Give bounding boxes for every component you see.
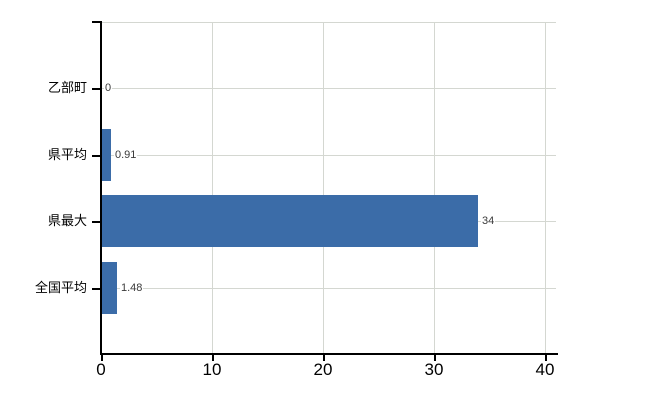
value-label: 0.91 [114, 149, 138, 161]
bar [101, 129, 111, 181]
bar [101, 262, 117, 314]
x-tick-label: 20 [313, 360, 333, 379]
x-axis-tick [212, 355, 214, 361]
y-axis-category-tick [92, 221, 100, 223]
y-axis-category-tick [92, 88, 100, 90]
x-axis-tick [545, 355, 547, 361]
category-label: 全国平均 [34, 280, 87, 295]
x-tick-label: 0 [96, 360, 106, 379]
gridline-horizontal-top [101, 22, 556, 23]
x-tick-label: 40 [535, 360, 555, 379]
gridline-horizontal [101, 155, 556, 156]
value-label: 34 [481, 215, 496, 227]
x-tick-label: 10 [202, 360, 222, 379]
value-label: 0 [104, 82, 113, 94]
y-axis-category-tick [92, 155, 100, 157]
gridline-horizontal [101, 288, 556, 289]
x-axis-line [100, 353, 558, 355]
gridline-vertical [434, 22, 435, 353]
x-axis-tick [434, 355, 436, 361]
x-tick-label: 30 [424, 360, 444, 379]
x-axis-tick [323, 355, 325, 361]
y-axis-top-tick [92, 21, 100, 23]
category-label: 県平均 [47, 147, 87, 162]
value-label: 1.48 [120, 282, 144, 294]
x-axis-tick [101, 355, 103, 361]
y-axis-line [100, 21, 102, 355]
y-axis-category-tick [92, 288, 100, 290]
gridline-vertical [212, 22, 213, 353]
category-label: 乙部町 [47, 80, 87, 95]
bar [101, 195, 478, 247]
gridline-vertical [323, 22, 324, 353]
category-label: 県最大 [47, 213, 87, 228]
gridline-horizontal [101, 88, 556, 89]
gridline-vertical [545, 22, 546, 353]
